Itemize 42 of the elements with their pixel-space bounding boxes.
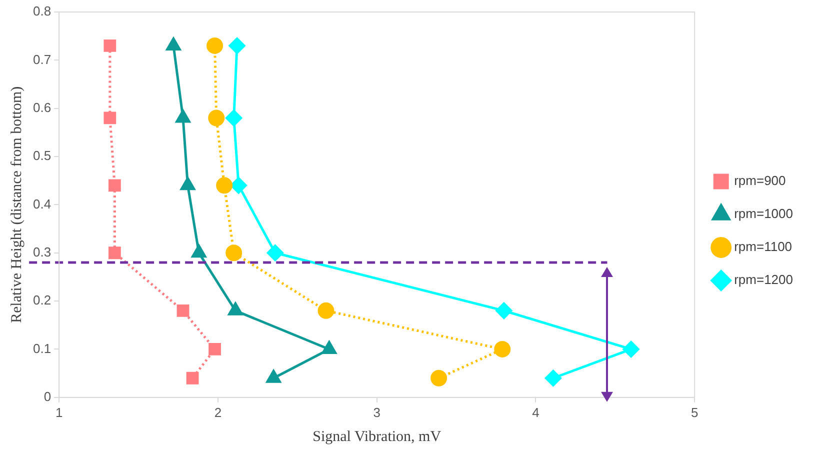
point [186, 372, 199, 384]
point [104, 112, 116, 124]
y-tick-label: 0.3 [32, 244, 52, 260]
x-tick-label: 3 [373, 404, 380, 420]
x-tick-label: 5 [690, 404, 698, 420]
y-tick-label: 0.4 [32, 196, 52, 212]
y-tick-label: 0.8 [32, 4, 52, 19]
point [622, 340, 640, 358]
legend-label: rpm=1000 [734, 206, 794, 222]
point [544, 370, 562, 386]
y-tick-label: 0.7 [32, 52, 52, 67]
point [108, 179, 121, 192]
y-tick-label: 0.2 [32, 292, 52, 308]
y-tick-label: 0 [44, 388, 52, 404]
point [108, 246, 121, 260]
point [226, 110, 242, 126]
point [494, 340, 511, 358]
point [318, 302, 334, 319]
point [266, 244, 284, 262]
y-tick-label: 0.5 [32, 148, 52, 164]
y-tick-label: 0.1 [32, 340, 52, 356]
point [226, 244, 242, 262]
legend-label: rpm=1200 [734, 272, 794, 288]
y-axis-title: Relative Height (distance from bottom) [8, 86, 25, 324]
legend-label: rpm=1100 [734, 239, 792, 254]
point [430, 370, 448, 386]
point [228, 37, 246, 54]
point [176, 304, 190, 317]
point [216, 177, 233, 194]
point [208, 110, 225, 126]
x-tick-label: 4 [532, 404, 540, 420]
x-tick-label: 2 [214, 404, 222, 420]
x-axis-title: Signal Vibration, mV [312, 428, 442, 445]
point [192, 244, 206, 258]
y-tick-label: 0.6 [32, 100, 52, 115]
point [206, 37, 224, 54]
point [230, 177, 247, 194]
x-tick-label: 1 [55, 404, 63, 420]
point [496, 302, 512, 319]
point [104, 40, 116, 52]
legend-label: rpm=900 [734, 173, 786, 188]
point [208, 343, 221, 356]
